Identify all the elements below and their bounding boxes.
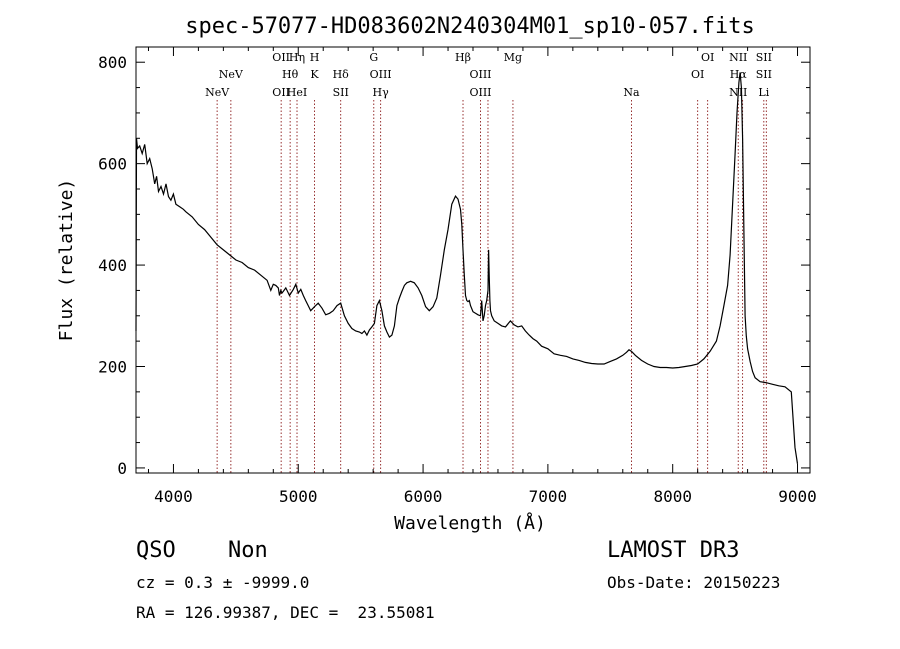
- y-tick-label: 200: [98, 358, 127, 377]
- line-label: SII: [756, 68, 772, 81]
- emission-line-labels: NeV NeV OII OII Hθ Hη HeI HK Hδ SII G OIII Hγ Hβ OIII O…: [205, 51, 772, 99]
- line-label: Hη: [289, 51, 305, 64]
- spectrum-line: [135, 72, 799, 464]
- line-label: HeI: [287, 86, 307, 99]
- line-label: Hγ: [373, 86, 390, 99]
- line-label: Hα: [730, 68, 748, 81]
- object-subclass: Non: [228, 538, 268, 563]
- line-label: Mg: [504, 51, 522, 64]
- redshift-cz: cz = 0.3 ± -9999.0: [136, 573, 310, 592]
- y-tick-label: 0: [117, 459, 127, 478]
- line-label: NeV: [219, 68, 244, 81]
- x-tick-label: 7000: [529, 487, 568, 506]
- line-label: OIII: [469, 68, 491, 81]
- line-label: SII: [756, 51, 772, 64]
- line-label: OII: [272, 86, 290, 99]
- x-tick-label: 5000: [279, 487, 318, 506]
- line-label: Na: [623, 86, 640, 99]
- chart-title: spec-57077-HD083602N240304M01_sp10-057.f…: [185, 14, 755, 39]
- emission-line-markers: [216, 100, 767, 473]
- y-tick-label: 600: [98, 155, 127, 174]
- line-label: OII: [272, 51, 290, 64]
- x-tick-label: 6000: [404, 487, 443, 506]
- survey-label: LAMOST DR3: [607, 538, 740, 563]
- object-class: QSO: [136, 538, 176, 563]
- y-tick-label: 400: [98, 256, 127, 275]
- line-label: Hδ: [333, 68, 350, 81]
- line-label: H: [310, 51, 320, 64]
- x-tick-label: 4000: [154, 487, 193, 506]
- line-label: SII: [333, 86, 349, 99]
- line-label: OI: [701, 51, 714, 64]
- y-axis-label: Flux (relative): [56, 179, 77, 342]
- line-label: Li: [758, 86, 769, 99]
- line-label: OIII: [469, 86, 491, 99]
- line-label: Hθ: [282, 68, 299, 81]
- x-axis-label: Wavelength (Å): [394, 512, 546, 534]
- obs-date: Obs-Date: 20150223: [607, 573, 781, 592]
- axis-ticks: 4000 5000 6000 7000 8000 9000 0 200 400 600 800: [98, 47, 817, 506]
- ra-dec: RA = 126.99387, DEC = 23.55081: [136, 603, 435, 622]
- line-label: Hβ: [455, 51, 471, 64]
- line-label: OIII: [370, 68, 392, 81]
- y-tick-label: 800: [98, 53, 127, 72]
- x-tick-label: 9000: [778, 487, 817, 506]
- line-label: NII: [729, 51, 747, 64]
- line-label: G: [369, 51, 378, 64]
- line-label: OI: [691, 68, 704, 81]
- x-tick-label: 8000: [653, 487, 692, 506]
- line-label: NeV: [205, 86, 230, 99]
- line-label: K: [310, 68, 319, 81]
